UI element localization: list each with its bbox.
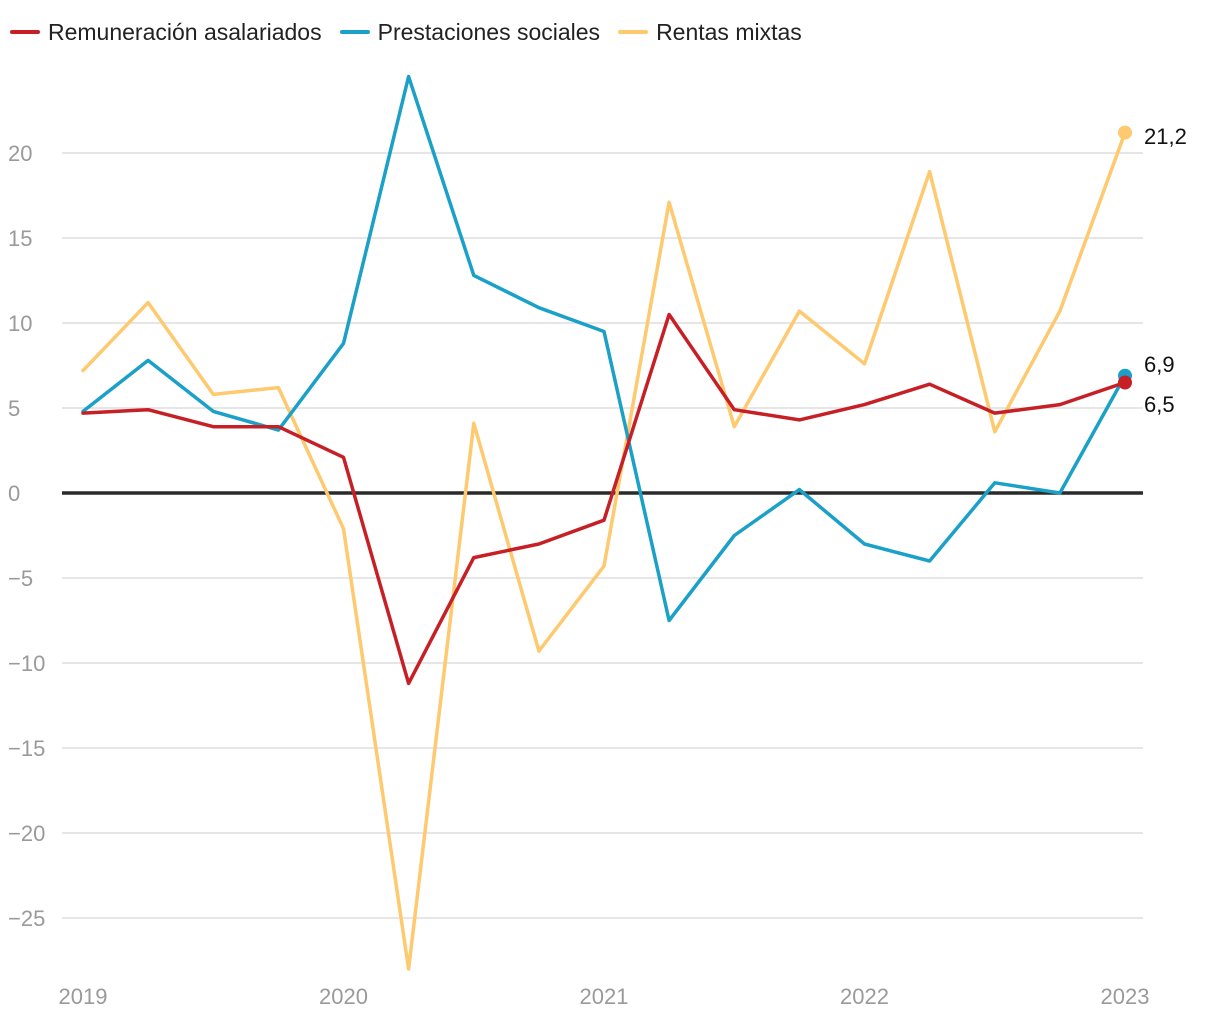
y-tick-label: −25 [8,906,45,931]
y-tick-label: −20 [8,821,45,846]
x-tick-label: 2022 [840,984,889,1009]
legend-swatch-remuneracion [10,30,40,34]
end-value-label: 6,9 [1144,352,1175,377]
y-tick-label: 5 [8,396,20,421]
legend-swatch-rentas [618,30,649,34]
legend-item-remuneracion[interactable]: Remuneración asalariados [10,19,322,46]
series-line [81,312,1127,686]
end-point-marker [1118,375,1132,390]
end-value-label: 6,5 [1144,392,1175,417]
legend-label-remuneracion: Remuneración asalariados [48,18,322,45]
y-tick-label: 0 [8,481,20,506]
x-tick-label: 2019 [59,984,108,1009]
legend-item-rentas[interactable]: Rentas mixtas [618,19,802,46]
legend-item-prestaciones[interactable]: Prestaciones sociales [339,18,601,46]
legend-swatch-prestaciones [339,30,370,34]
x-tick-label: 2023 [1101,984,1150,1009]
legend-label-rentas: Rentas mixtas [656,18,802,45]
y-tick-label: 20 [8,141,32,166]
x-tick-label: 2021 [580,984,629,1009]
end-value-label: 21,2 [1144,124,1187,149]
y-tick-label: −10 [8,651,45,676]
legend-label-prestaciones: Prestaciones sociales [377,18,601,45]
y-tick-label: −5 [8,566,33,591]
y-tick-label: 15 [8,226,32,251]
y-tick-label: −15 [8,736,45,761]
end-point-marker [1118,125,1132,140]
x-tick-label: 2020 [319,984,368,1009]
legend: Remuneración asalariados Prestaciones so… [10,14,820,50]
y-tick-label: 10 [8,311,32,336]
series-line [81,74,1127,623]
series-line [81,130,1127,971]
